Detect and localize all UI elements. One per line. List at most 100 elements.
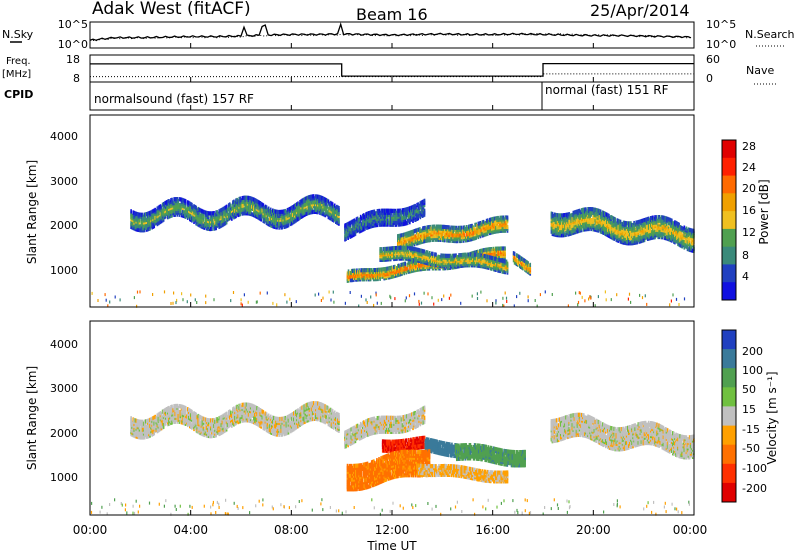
power-cell — [235, 206, 237, 211]
power-cell — [232, 200, 234, 205]
power-cell — [201, 220, 204, 226]
power-cell — [195, 209, 197, 214]
power-cell — [416, 208, 418, 213]
power-cell — [404, 219, 407, 224]
power-cell — [265, 205, 268, 210]
power-cell — [345, 223, 347, 228]
power-cell — [152, 209, 154, 214]
power-cell — [189, 201, 191, 206]
power-cell — [227, 203, 230, 208]
power-cell — [186, 200, 189, 205]
power-cell — [157, 209, 160, 214]
power-cell — [417, 202, 420, 207]
power-cell — [183, 210, 186, 215]
power-cell — [325, 207, 328, 212]
power-cell — [406, 242, 409, 248]
power-cell — [420, 200, 423, 205]
power-cell — [422, 213, 425, 218]
power-cell — [432, 251, 434, 256]
power-cell — [247, 195, 250, 200]
power-cell — [130, 220, 132, 226]
power-cell — [260, 213, 263, 218]
power-cell — [416, 202, 418, 208]
power-cell — [368, 211, 370, 216]
power-cell — [392, 212, 394, 217]
power-cell — [234, 200, 236, 206]
power-cell — [178, 212, 181, 217]
power-cell — [275, 209, 277, 214]
nsearch-series-line — [89, 32, 692, 42]
power-cell — [323, 196, 326, 202]
power-cell — [174, 201, 177, 206]
power-cell — [410, 205, 412, 210]
power-cell — [295, 218, 297, 223]
power-cell — [214, 212, 216, 217]
power-cell — [294, 219, 296, 224]
power-cell — [180, 197, 183, 202]
power-cell — [157, 205, 160, 210]
power-cell — [328, 202, 331, 207]
power-cell — [251, 204, 253, 209]
power-cell — [386, 208, 388, 213]
power-cell — [306, 195, 309, 200]
power-cell — [225, 204, 228, 209]
power-cell — [402, 236, 404, 241]
power-cell — [202, 223, 205, 228]
power-cell — [529, 262, 532, 267]
power-cell — [318, 194, 320, 199]
power-cell — [228, 202, 231, 207]
power-cell — [421, 203, 424, 209]
power-cell — [406, 218, 409, 223]
power-cell — [174, 204, 177, 210]
power-cell — [360, 216, 363, 221]
power-cell — [228, 212, 231, 217]
noise-left-tick-top: 10^5 — [58, 18, 88, 31]
cpid-label: CPID — [4, 88, 33, 101]
power-cell — [374, 215, 377, 220]
power-cell — [257, 199, 259, 204]
power-cell — [147, 221, 149, 226]
power-cell — [372, 219, 375, 224]
power-cell — [221, 207, 224, 212]
power-cell — [377, 214, 380, 219]
power-cell — [302, 209, 305, 214]
power-cell — [277, 209, 279, 215]
power-cell — [176, 197, 179, 202]
beam-title: Beam 16 — [356, 5, 428, 24]
power-cell — [261, 208, 264, 213]
power-cell — [140, 226, 143, 231]
power-cell — [310, 200, 313, 205]
freq-label-line2: [MHz] — [2, 69, 31, 80]
power-cell — [146, 212, 148, 217]
power-cell — [139, 212, 142, 217]
power-cell — [614, 217, 617, 222]
power-cell — [325, 198, 328, 203]
power-cell — [368, 222, 370, 228]
power-cell — [331, 213, 334, 218]
power-cell — [252, 201, 254, 206]
power-cell — [268, 209, 271, 214]
power-cell — [199, 214, 202, 219]
power-cell — [255, 210, 257, 215]
power-cell — [391, 220, 393, 225]
power-cell — [378, 208, 381, 213]
power-cell — [413, 234, 416, 239]
power-cell — [349, 220, 352, 225]
power-cell — [258, 200, 260, 205]
power-cell — [406, 206, 409, 212]
power-cell — [332, 204, 335, 209]
power-cell — [326, 204, 329, 209]
power-cell — [267, 206, 270, 211]
power-cell — [263, 213, 266, 218]
power-cell — [359, 214, 362, 219]
power-cell — [319, 195, 321, 200]
power-cell — [273, 208, 275, 214]
power-cell — [238, 196, 241, 202]
power-cell — [413, 204, 415, 209]
power-cell — [154, 215, 157, 220]
cpid-mode-1: normalsound (fast) 157 RF — [94, 92, 254, 106]
power-cell — [192, 205, 194, 210]
power-cell — [178, 208, 181, 213]
power-cell — [367, 221, 369, 226]
power-cell — [314, 205, 316, 211]
